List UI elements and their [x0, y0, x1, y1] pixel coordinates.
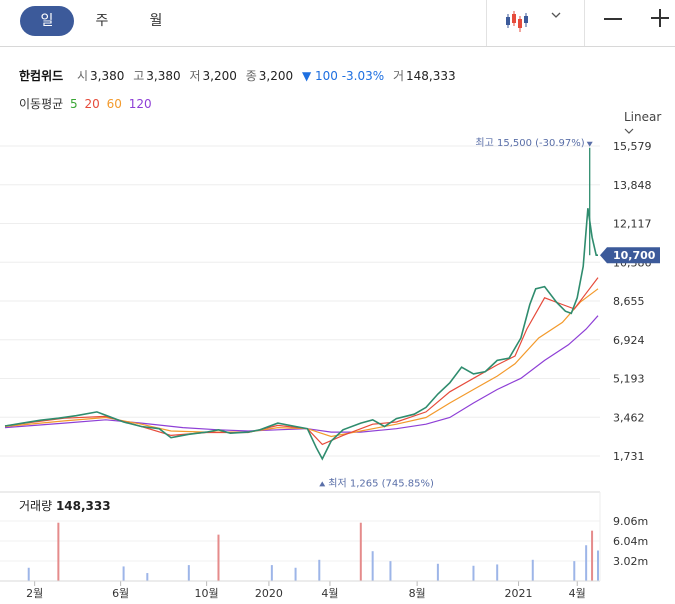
- volume-bar: [531, 559, 534, 581]
- ma120-line: [4, 315, 599, 433]
- chevron-down-icon: [624, 128, 634, 134]
- volume-label: 거: [392, 69, 405, 83]
- volume-bar: [217, 534, 220, 581]
- ma20-line: [4, 277, 599, 446]
- volume-bar: [294, 567, 297, 581]
- volume-bar: [472, 565, 475, 581]
- current-price-flag: [600, 247, 660, 264]
- ma120-label: 120: [128, 97, 152, 111]
- x-tick-label: 2021: [505, 587, 533, 600]
- x-tick-label: 2020: [255, 587, 283, 600]
- close-value: 3,200: [258, 69, 294, 83]
- volume-panel-value: 148,333: [55, 499, 111, 513]
- volume-tick-label: 9.06m: [613, 515, 648, 528]
- volume-bar: [146, 573, 149, 581]
- volume-panel-title: 거래량 148,333: [19, 497, 111, 514]
- y-tick-label: 3,462: [613, 411, 645, 424]
- high-label: 고: [133, 69, 145, 83]
- quote-summary: 한컴위드 시 3,380 고 3,380 저 3,200 종 3,200 ▼ 100 -…: [19, 67, 461, 84]
- x-tick-label: 4월: [321, 587, 338, 600]
- low-marker: [319, 481, 326, 487]
- y-tick-label: 5,193: [613, 373, 645, 386]
- plus-icon[interactable]: [651, 9, 669, 27]
- scale-label: Linear: [624, 110, 662, 124]
- x-tick-label: 10월: [195, 587, 219, 600]
- y-tick-label: 15,579: [613, 140, 652, 153]
- current-price-label: 10,700: [613, 249, 656, 262]
- volume-bar: [359, 522, 362, 581]
- toolbar-divider: [486, 0, 487, 46]
- minus-icon[interactable]: [604, 18, 622, 20]
- tab-daily[interactable]: 일: [20, 6, 74, 36]
- time-axis: 2월 6월 10월 2020 4월 8월 2021 4월: [26, 581, 586, 600]
- volume-bar: [597, 550, 599, 581]
- tab-monthly[interactable]: 월: [149, 13, 163, 29]
- ma60-label: 60: [106, 97, 122, 111]
- volume-bar: [573, 561, 576, 581]
- y-tick-label: 6,924: [613, 334, 645, 347]
- moving-average-legend: 이동평균 5 20 60 120: [19, 95, 155, 112]
- x-tick-label: 2월: [26, 587, 43, 600]
- volume-bar: [27, 567, 30, 581]
- low-label: 최저 1,265 (745.85%): [328, 477, 434, 489]
- volume-bar: [585, 545, 588, 581]
- volume-bar: [371, 551, 374, 581]
- volume-axis: 9.06m 6.04m 3.02m: [613, 515, 648, 568]
- open-label: 시: [77, 69, 89, 83]
- volume-bar: [122, 566, 125, 581]
- ma-label: 이동평균: [19, 97, 64, 111]
- stock-name: 한컴위드: [19, 69, 64, 83]
- volume-panel-label: 거래량: [19, 499, 53, 513]
- volume-bars: [27, 522, 599, 581]
- high-label: 최고 15,500 (-30.97%): [475, 137, 584, 149]
- high-marker: [586, 141, 593, 147]
- volume-bar: [436, 563, 439, 581]
- volume-value: 148,333: [406, 69, 456, 83]
- chart-toolbar: 일 주 월: [0, 0, 675, 47]
- y-tick-label: 1,731: [613, 450, 645, 463]
- low-label: 저: [189, 69, 201, 83]
- volume-tick-label: 6.04m: [613, 535, 648, 548]
- low-value: 3,200: [202, 69, 237, 83]
- volume-bar: [591, 530, 594, 581]
- x-tick-label: 6월: [112, 587, 129, 600]
- volume-bar: [318, 559, 321, 581]
- volume-bar: [389, 561, 392, 581]
- y-tick-label: 13,848: [613, 179, 652, 192]
- tab-weekly[interactable]: 주: [95, 13, 109, 29]
- volume-tick-label: 3.02m: [613, 555, 648, 568]
- ma5-label: 5: [70, 97, 78, 111]
- price-axis: 15,57913,84812,11710,3868,6556,9245,1933…: [613, 140, 652, 463]
- candlestick-icon[interactable]: [505, 8, 529, 34]
- annotations: 최고 15,500 (-30.97%) 최저 1,265 (745.85%) 10,…: [319, 137, 660, 489]
- x-tick-label: 8월: [409, 587, 426, 600]
- ma20-label: 20: [84, 97, 100, 111]
- grid: [0, 145, 600, 562]
- chevron-down-icon[interactable]: [550, 11, 562, 19]
- price-series: [4, 147, 599, 461]
- volume-bar: [57, 522, 60, 581]
- price-line: [4, 208, 598, 461]
- ma60-line: [4, 288, 599, 438]
- change-value: ▼ 100 -3.03%: [301, 69, 385, 83]
- volume-bar: [187, 565, 190, 581]
- volume-bar: [496, 564, 499, 581]
- high-value: 3,380: [146, 69, 181, 83]
- close-label: 종: [245, 69, 257, 83]
- y-tick-label: 8,655: [613, 295, 645, 308]
- toolbar-divider: [584, 0, 585, 46]
- open-value: 3,380: [90, 69, 125, 83]
- scale-selector[interactable]: Linear: [624, 110, 675, 138]
- y-tick-label: 12,117: [613, 218, 652, 231]
- volume-bar: [270, 565, 273, 581]
- x-tick-label: 4월: [569, 587, 586, 600]
